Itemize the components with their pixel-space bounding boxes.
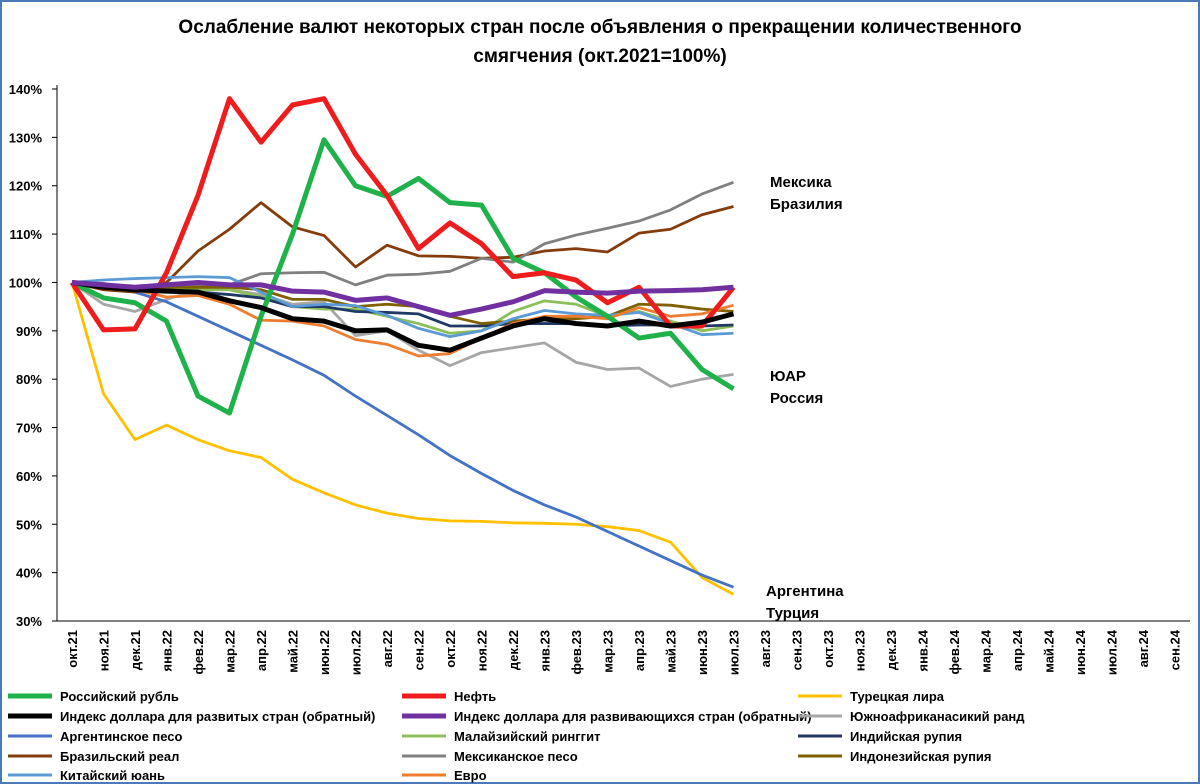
annotation: Россия bbox=[770, 390, 823, 407]
y-tick-label: 30% bbox=[16, 614, 42, 629]
x-tick-label: май.22 bbox=[286, 630, 301, 673]
y-tick-label: 70% bbox=[16, 421, 42, 436]
x-tick-label: окт.22 bbox=[443, 630, 458, 668]
legend-label: Индийская рупия bbox=[850, 729, 962, 744]
legend-label: Евро bbox=[454, 768, 487, 783]
x-tick-label: фев.23 bbox=[569, 630, 584, 675]
x-tick-label: мар.24 bbox=[979, 629, 994, 672]
series-line bbox=[70, 137, 735, 416]
x-tick-label: май.24 bbox=[1042, 629, 1057, 673]
chart-title: Ослабление валют некоторых стран после о… bbox=[178, 17, 1021, 38]
legend-label: Южноафриканасикий ранд bbox=[850, 709, 1025, 724]
y-tick-label: 80% bbox=[16, 372, 42, 387]
x-tick-label: май.23 bbox=[664, 630, 679, 673]
legend-label: Индонезийская рупия bbox=[850, 749, 992, 764]
series-line bbox=[70, 282, 735, 596]
y-tick-label: 120% bbox=[9, 179, 43, 194]
x-tick-label: дек.23 bbox=[884, 630, 899, 670]
x-tick-label: апр.23 bbox=[632, 630, 647, 671]
series-line bbox=[71, 281, 734, 325]
x-tick-label: июл.22 bbox=[349, 630, 364, 675]
x-tick-label: авг.24 bbox=[1136, 629, 1151, 667]
annotation: ЮАР bbox=[770, 368, 806, 385]
x-tick-label: янв.23 bbox=[538, 630, 553, 672]
x-tick-label: авг.22 bbox=[380, 630, 395, 667]
series-line bbox=[71, 281, 735, 589]
y-tick-label: 100% bbox=[9, 275, 43, 290]
series-line bbox=[69, 96, 736, 333]
legend-label: Аргентинское песо bbox=[60, 729, 183, 744]
x-tick-label: дек.22 bbox=[506, 630, 521, 670]
legend-label: Нефть bbox=[454, 689, 496, 704]
x-tick-label: сен.23 bbox=[790, 630, 805, 670]
annotation: Мексика bbox=[770, 174, 832, 191]
annotation: Турция bbox=[766, 605, 819, 622]
series-line bbox=[71, 281, 734, 358]
x-tick-label: июл.23 bbox=[727, 630, 742, 675]
legend-label: Индекс доллара для развивающихся стран (… bbox=[454, 709, 812, 724]
x-tick-label: апр.22 bbox=[254, 630, 269, 671]
x-tick-label: июл.24 bbox=[1105, 629, 1120, 675]
x-tick-label: янв.24 bbox=[916, 629, 931, 671]
x-tick-label: мар.22 bbox=[223, 630, 238, 673]
y-tick-label: 40% bbox=[16, 566, 42, 581]
x-tick-label: авг.23 bbox=[758, 630, 773, 667]
annotation: Бразилия bbox=[770, 196, 843, 213]
x-tick-label: ноя.21 bbox=[97, 630, 112, 671]
x-tick-label: фев.22 bbox=[191, 630, 206, 675]
legend-label: Китайский юань bbox=[60, 768, 165, 783]
x-tick-label: мар.23 bbox=[601, 630, 616, 673]
x-tick-label: июн.24 bbox=[1073, 629, 1088, 675]
legend-label: Индекс доллара для развитых стран (обрат… bbox=[60, 709, 375, 724]
annotation: Аргентина bbox=[766, 583, 844, 600]
series-line bbox=[71, 279, 734, 318]
legend-label: Малайзийский ринггит bbox=[454, 729, 600, 744]
x-tick-label: апр.24 bbox=[1010, 629, 1025, 671]
x-tick-label: окт.23 bbox=[821, 630, 836, 668]
x-tick-label: ноя.23 bbox=[853, 630, 868, 671]
y-tick-label: 90% bbox=[16, 324, 42, 339]
series-line bbox=[71, 201, 734, 294]
y-tick-label: 140% bbox=[9, 82, 43, 97]
x-tick-label: июн.23 bbox=[695, 630, 710, 675]
x-tick-label: июн.22 bbox=[317, 630, 332, 675]
legend-label: Российский рубль bbox=[60, 689, 179, 704]
y-tick-label: 50% bbox=[16, 517, 42, 532]
series-line bbox=[71, 279, 735, 353]
y-tick-label: 110% bbox=[9, 227, 42, 242]
legend-label: Бразильский реал bbox=[60, 749, 179, 764]
legend-label: Мексиканское песо bbox=[454, 749, 578, 764]
x-tick-label: сен.24 bbox=[1168, 629, 1183, 670]
x-tick-label: сен.22 bbox=[412, 630, 427, 670]
chart-subtitle: смягчения (окт.2021=100%) bbox=[473, 46, 726, 67]
x-tick-label: ноя.22 bbox=[475, 630, 490, 671]
series-line bbox=[71, 281, 734, 388]
y-tick-label: 130% bbox=[9, 130, 43, 145]
legend-label: Турецкая лира bbox=[850, 689, 945, 704]
x-tick-label: янв.22 bbox=[160, 630, 175, 672]
x-tick-label: окт.21 bbox=[65, 630, 80, 668]
y-tick-label: 60% bbox=[16, 469, 42, 484]
x-tick-label: фев.24 bbox=[947, 629, 962, 674]
x-tick-label: дек.21 bbox=[128, 630, 143, 670]
